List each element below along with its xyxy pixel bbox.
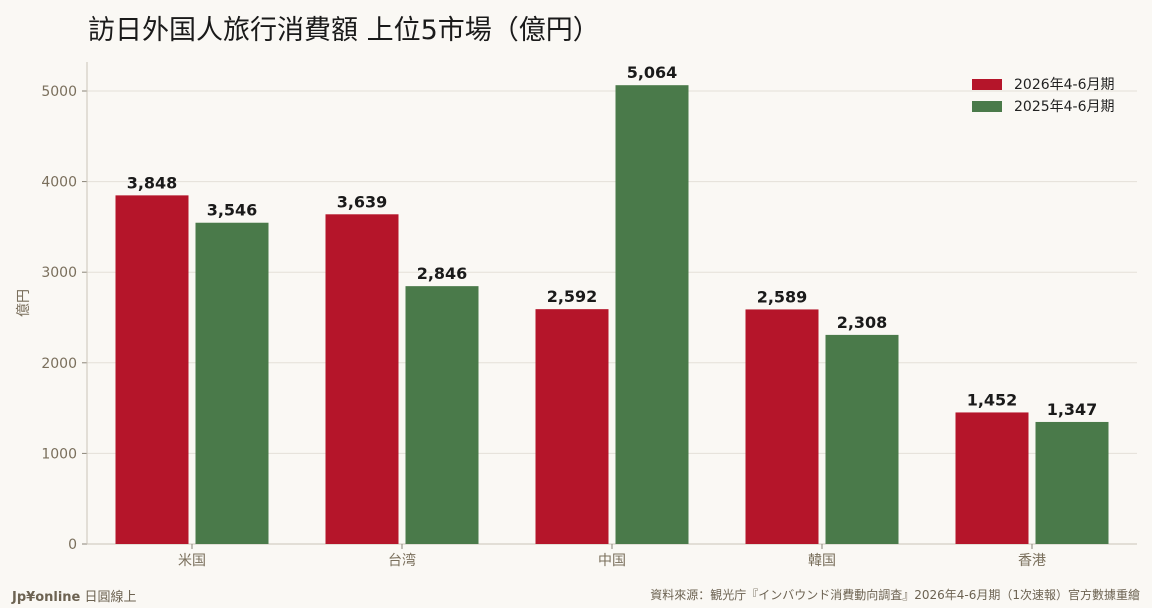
bar-台湾-series-0 [325,214,399,544]
legend-label-series-0: 2026年4-6月期 [1014,77,1115,93]
data-label-中国-series-1: 5,064 [627,63,678,82]
footer-source: 資料來源：観光庁『インバウンド消費動向調査』2026年4-6月期（1次速報）官方… [650,588,1140,602]
data-label-米国-series-0: 3,848 [127,173,178,192]
data-label-香港-series-0: 1,452 [967,390,1018,409]
bar-中国-series-1 [615,85,689,545]
bar-香港-series-0 [955,412,1029,544]
legend-swatch-series-1 [972,100,1002,112]
footer-brand: Jp¥online 日圓線上 [12,586,137,605]
brand-name: Jp¥online [12,590,81,605]
data-label-台湾-series-0: 3,639 [337,192,388,211]
bar-台湾-series-1 [405,286,479,544]
data-label-中国-series-0: 2,592 [547,287,598,306]
legend-swatch-series-0 [972,78,1002,90]
chart-title: 訪日外国人旅行消費額 上位5市場（億円） [88,15,600,46]
x-tick-label-0: 米国 [178,553,206,569]
y-tick-label-2: 2000 [41,356,77,372]
bar-中国-series-0 [535,309,609,544]
data-label-韓国-series-1: 2,308 [837,313,888,332]
y-tick-label-4: 4000 [41,175,77,191]
y-tick-label-1: 1000 [41,446,77,462]
bar-韓国-series-1 [825,334,899,544]
x-tick-label-2: 中国 [598,553,626,569]
legend-item-series-1: 2025年4-6月期 [972,95,1115,117]
x-tick-label-4: 香港 [1018,553,1046,569]
legend-item-series-0: 2026年4-6月期 [972,73,1115,95]
y-tick-label-0: 0 [68,537,77,553]
bar-米国-series-1 [195,222,269,545]
y-tick-label-3: 3000 [41,265,77,281]
data-label-米国-series-1: 3,546 [207,201,258,220]
data-label-香港-series-1: 1,347 [1047,400,1098,419]
legend: 2026年4-6月期 2025年4-6月期 [972,73,1115,117]
y-axis-label: 億円 [16,289,32,317]
data-label-韓国-series-0: 2,589 [757,287,808,306]
bar-韓国-series-0 [745,309,819,544]
bar-香港-series-1 [1035,421,1109,544]
legend-label-series-1: 2025年4-6月期 [1014,99,1115,115]
bar-米国-series-0 [115,195,189,544]
brand-subtitle: 日圓線上 [84,590,137,605]
y-tick-label-5: 5000 [41,84,77,100]
data-label-台湾-series-1: 2,846 [417,264,468,283]
x-tick-label-3: 韓国 [808,553,836,569]
x-tick-label-1: 台湾 [388,552,416,569]
